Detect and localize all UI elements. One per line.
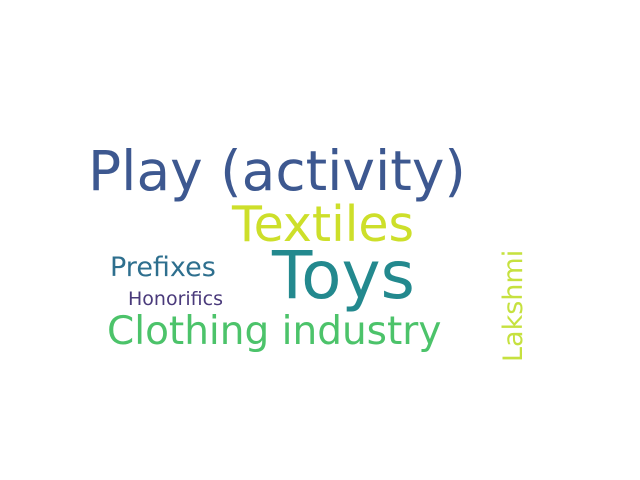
word-toys: Toys <box>272 237 415 314</box>
word-prefixes: Prefixes <box>110 252 216 283</box>
word-lakshmi: Lakshmi <box>498 249 529 362</box>
word-honorifics: Honorifics <box>128 288 223 310</box>
word-textiles: Textiles <box>232 196 415 253</box>
word-play-activity: Play (activity) <box>88 139 466 203</box>
word-clothing-industry: Clothing industry <box>107 309 442 354</box>
